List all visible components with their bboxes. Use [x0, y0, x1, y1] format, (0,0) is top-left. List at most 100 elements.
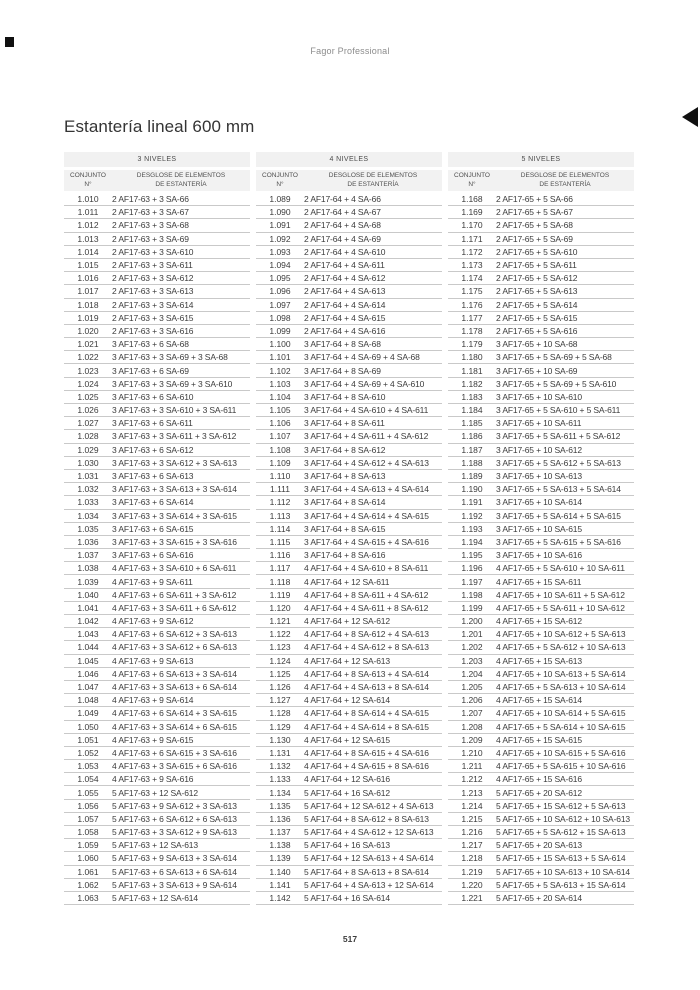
- table-row: 1.104 3 AF17-64 + 8 SA-610: [256, 391, 442, 404]
- conjunto-number: 1.124: [269, 655, 291, 666]
- conjunto-number: 1.049: [77, 708, 99, 719]
- desglose-text: 3 AF17-65 + 5 SA-613 + 5 SA-614: [496, 484, 621, 495]
- table-row: 1.093 2 AF17-64 + 4 SA-610: [256, 246, 442, 259]
- desglose-text: 3 AF17-63 + 3 SA-612 + 3 SA-613: [112, 457, 237, 468]
- conjunto-number: 1.034: [77, 510, 99, 521]
- desglose-text: 4 AF17-63 + 9 SA-611: [112, 576, 193, 587]
- desglose-text: 2 AF17-64 + 4 SA-610: [304, 246, 386, 257]
- table-row: 1.203 4 AF17-65 + 15 SA-613: [448, 655, 634, 668]
- table-row: 1.010 2 AF17-63 + 3 SA-66: [64, 193, 250, 207]
- conjunto-number: 1.141: [269, 879, 291, 890]
- desglose-text: 3 AF17-64 + 8 SA-612: [304, 444, 386, 455]
- desglose-text: 4 AF17-65 + 5 SA-615 + 10 SA-616: [496, 761, 626, 772]
- conjunto-number: 1.125: [269, 668, 291, 679]
- conjunto-number: 1.100: [269, 339, 291, 350]
- conjunto-number: 1.196: [461, 563, 483, 574]
- table-row: 1.133 4 AF17-64 + 12 SA-616: [256, 773, 442, 787]
- table-row: 1.053 4 AF17-63 + 3 SA-615 + 6 SA-616: [64, 760, 250, 774]
- desglose-text: 2 AF17-63 + 3 SA-69: [112, 233, 189, 244]
- desglose-header: DESGLOSE DE ELEMENTOS DE ESTANTERÍA: [328, 171, 418, 188]
- table-row: 1.170 2 AF17-65 + 5 SA-68: [448, 219, 634, 233]
- conjunto-number: 1.212: [461, 774, 483, 785]
- desglose-text: 3 AF17-65 + 10 SA-614: [496, 497, 582, 508]
- desglose-text: 3 AF17-63 + 3 SA-613 + 3 SA-614: [112, 484, 237, 495]
- desglose-text: 3 AF17-63 + 6 SA-610: [112, 391, 194, 402]
- table-row: 1.042 4 AF17-63 + 9 SA-612: [64, 615, 250, 629]
- desglose-text: 3 AF17-65 + 10 SA-69: [496, 365, 578, 376]
- conjunto-header: CONJUNTO N°: [70, 171, 106, 188]
- table-row: 1.106 3 AF17-64 + 8 SA-611: [256, 417, 442, 431]
- conjunto-number: 1.209: [461, 734, 483, 745]
- desglose-text: 4 AF17-63 + 3 SA-614 + 6 SA-615: [112, 721, 237, 732]
- conjunto-number: 1.023: [77, 365, 99, 376]
- column-headers: CONJUNTO N° DESGLOSE DE ELEMENTOS DE ESTANT…: [256, 170, 442, 191]
- table-row: 1.135 5 AF17-64 + 12 SA-612 + 4 SA-613: [256, 800, 442, 813]
- desglose-text: 4 AF17-65 + 5 SA-610 + 10 SA-611: [496, 563, 625, 574]
- table-row: 1.128 4 AF17-64 + 8 SA-614 + 4 SA-615: [256, 707, 442, 721]
- table-row: 1.221 5 AF17-65 + 20 SA-614: [448, 892, 634, 906]
- conjunto-header: CONJUNTO N°: [262, 171, 298, 188]
- desglose-text: 5 AF17-64 + 12 SA-613 + 4 SA-614: [304, 853, 434, 864]
- desglose-text: 4 AF17-65 + 10 SA-613 + 5 SA-614: [496, 668, 626, 679]
- conjunto-number: 1.031: [77, 471, 99, 482]
- desglose-text: 2 AF17-65 + 5 SA-612: [496, 273, 578, 284]
- conjunto-number: 1.030: [77, 457, 99, 468]
- desglose-text: 2 AF17-63 + 3 SA-613: [112, 286, 194, 297]
- conjunto-header: CONJUNTO N°: [454, 171, 490, 188]
- table-row: 1.054 4 AF17-63 + 9 SA-616: [64, 773, 250, 787]
- table-row: 1.046 4 AF17-63 + 6 SA-613 + 3 SA-614: [64, 668, 250, 681]
- conjunto-number: 1.105: [269, 405, 291, 416]
- conjunto-number: 1.107: [269, 431, 291, 442]
- desglose-text: 3 AF17-63 + 6 SA-611: [112, 418, 193, 429]
- conjunto-number: 1.028: [77, 431, 99, 442]
- table-row: 1.035 3 AF17-63 + 6 SA-615: [64, 523, 250, 536]
- desglose-text: 4 AF17-64 + 8 SA-613 + 4 SA-614: [304, 668, 429, 679]
- conjunto-number: 1.218: [461, 853, 483, 864]
- table-row: 1.189 3 AF17-65 + 10 SA-613: [448, 470, 634, 484]
- conjunto-number: 1.122: [269, 629, 291, 640]
- table-row: 1.034 3 AF17-63 + 3 SA-614 + 3 SA-615: [64, 510, 250, 523]
- desglose-text: 5 AF17-64 + 8 SA-613 + 8 SA-614: [304, 866, 429, 877]
- table-row: 1.183 3 AF17-65 + 10 SA-610: [448, 391, 634, 404]
- desglose-text: 2 AF17-63 + 3 SA-68: [112, 220, 189, 231]
- conjunto-number: 1.108: [269, 444, 291, 455]
- desglose-text: 3 AF17-64 + 8 SA-611: [304, 418, 385, 429]
- conjunto-number: 1.192: [461, 510, 483, 521]
- desglose-text: 4 AF17-65 + 15 SA-616: [496, 774, 582, 785]
- desglose-text: 5 AF17-64 + 16 SA-613: [304, 840, 390, 851]
- desglose-text: 4 AF17-65 + 15 SA-614: [496, 695, 582, 706]
- table-row: 1.172 2 AF17-65 + 5 SA-610: [448, 246, 634, 259]
- desglose-text: 4 AF17-65 + 5 SA-612 + 10 SA-613: [496, 642, 626, 653]
- conjunto-number: 1.045: [77, 655, 99, 666]
- desglose-text: 3 AF17-64 + 8 SA-69: [304, 365, 381, 376]
- table-row: 1.012 2 AF17-63 + 3 SA-68: [64, 219, 250, 233]
- table-row: 1.045 4 AF17-63 + 9 SA-613: [64, 655, 250, 668]
- desglose-text: 5 AF17-64 + 4 SA-612 + 12 SA-613: [304, 827, 434, 838]
- desglose-text: 3 AF17-65 + 10 SA-615: [496, 523, 582, 534]
- conjunto-number: 1.095: [269, 273, 291, 284]
- table-row: 1.199 4 AF17-65 + 5 SA-611 + 10 SA-612: [448, 602, 634, 615]
- desglose-text: 5 AF17-65 + 15 SA-613 + 5 SA-614: [496, 853, 626, 864]
- desglose-text: 5 AF17-63 + 9 SA-613 + 3 SA-614: [112, 853, 237, 864]
- desglose-text: 5 AF17-63 + 6 SA-613 + 6 SA-614: [112, 866, 237, 877]
- desglose-text: 3 AF17-63 + 6 SA-612: [112, 444, 194, 455]
- conjunto-number: 1.103: [269, 378, 291, 389]
- conjunto-number: 1.109: [269, 457, 291, 468]
- table-row: 1.041 4 AF17-63 + 3 SA-611 + 6 SA-612: [64, 602, 250, 615]
- desglose-text: 4 AF17-63 + 3 SA-612 + 6 SA-613: [112, 642, 237, 653]
- conjunto-number: 1.169: [461, 207, 483, 218]
- desglose-text: 5 AF17-64 + 16 SA-612: [304, 787, 390, 798]
- conjunto-number: 1.211: [461, 761, 483, 772]
- desglose-text: 2 AF17-64 + 4 SA-68: [304, 220, 381, 231]
- desglose-text: 3 AF17-65 + 10 SA-611: [496, 418, 582, 429]
- desglose-text: 2 AF17-64 + 4 SA-616: [304, 325, 386, 336]
- table-row: 1.011 2 AF17-63 + 3 SA-67: [64, 206, 250, 220]
- table-row: 1.052 4 AF17-63 + 6 SA-615 + 3 SA-616: [64, 747, 250, 761]
- desglose-text: 3 AF17-64 + 4 SA-610 + 4 SA-611: [304, 405, 429, 416]
- conjunto-number: 1.036: [77, 536, 99, 547]
- table-row: 1.204 4 AF17-65 + 10 SA-613 + 5 SA-614: [448, 668, 634, 681]
- table-row: 1.202 4 AF17-65 + 5 SA-612 + 10 SA-613: [448, 641, 634, 655]
- desglose-text: 2 AF17-65 + 5 SA-615: [496, 312, 578, 323]
- conjunto-number: 1.057: [77, 813, 99, 824]
- conjunto-number: 1.199: [461, 602, 483, 613]
